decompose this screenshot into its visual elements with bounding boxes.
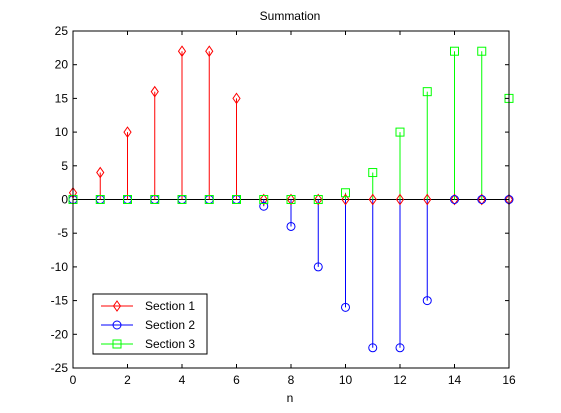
y-tick-label: 0	[61, 193, 68, 207]
series-3-point	[123, 195, 132, 204]
series-2-point	[368, 343, 378, 353]
series-1-point	[286, 193, 296, 206]
series-1-point	[177, 45, 187, 58]
series-1-point	[123, 126, 132, 138]
legend: Section 1 Section 2 Section 3	[92, 293, 208, 355]
series-2-point	[422, 296, 432, 306]
y-tick-label: -20	[51, 327, 69, 341]
series-1-point	[423, 193, 432, 206]
series-3-point	[450, 46, 459, 56]
y-tick-label: 15	[55, 91, 69, 105]
x-tick-label: 16	[502, 373, 516, 387]
y-tick-label: 20	[55, 58, 69, 72]
series-3-point	[177, 195, 187, 204]
series-2-point	[395, 343, 405, 353]
series-3-point	[341, 188, 350, 198]
legend-label: Section 1	[145, 299, 195, 313]
legend-label: Section 2	[145, 318, 195, 332]
series-2-point	[286, 221, 296, 231]
series-3-point	[286, 195, 296, 204]
x-tick-label: 14	[448, 373, 462, 387]
x-tick-label: 8	[288, 373, 295, 387]
series-1-point	[450, 193, 459, 206]
series-3-point	[368, 168, 378, 178]
x-tick-label: 4	[179, 373, 186, 387]
legend-marker	[112, 300, 122, 312]
y-tick-label: -15	[51, 294, 69, 308]
x-tick-label: 10	[339, 373, 353, 387]
series-1-point	[395, 193, 405, 206]
series-1-point	[368, 193, 377, 206]
legend-label: Section 3	[145, 337, 195, 351]
x-axis-label: n	[287, 391, 294, 405]
series-3-point	[150, 195, 160, 204]
series-2-point	[450, 195, 459, 204]
legend-marker	[112, 339, 122, 349]
series-3-point	[395, 127, 405, 137]
series-1-point	[259, 193, 268, 206]
series-1-point	[150, 85, 159, 98]
series-3-point	[232, 195, 241, 204]
series-1-point	[477, 193, 486, 206]
y-tick-label: -5	[57, 226, 68, 240]
x-tick-label: 6	[233, 373, 240, 387]
series-3-point	[422, 87, 432, 97]
x-tick-label: 2	[124, 373, 131, 387]
series-2-point	[341, 302, 350, 312]
series-2-point	[477, 195, 487, 204]
y-tick-label: -10	[51, 260, 69, 274]
chart-title: Summation	[260, 9, 321, 23]
x-tick-label: 0	[70, 373, 77, 387]
series-2-point	[313, 262, 323, 272]
markers-layer	[68, 45, 514, 353]
ticks-layer: 0 2 4 6 8 10 12 14 16 25 20 15 10 5 0 -5 -10 -15 -20 -25	[51, 24, 516, 387]
x-tick-label: 12	[393, 373, 407, 387]
series-3-point	[313, 195, 323, 204]
series-1-point	[341, 193, 350, 206]
series-3-point	[259, 195, 269, 204]
y-tick-label: 5	[61, 159, 68, 173]
series-1-point	[96, 166, 105, 179]
series-1-point	[232, 92, 241, 105]
series-2-point	[259, 201, 269, 211]
series-1-point	[205, 45, 214, 58]
series-3-point	[204, 195, 214, 204]
legend-marker	[112, 320, 122, 330]
y-tick-label: 25	[55, 24, 69, 38]
y-tick-label: 10	[55, 125, 69, 139]
y-tick-label: -25	[51, 361, 69, 375]
series-3-point	[95, 195, 105, 204]
series-1-point	[314, 193, 323, 206]
series-3-point	[477, 46, 487, 56]
